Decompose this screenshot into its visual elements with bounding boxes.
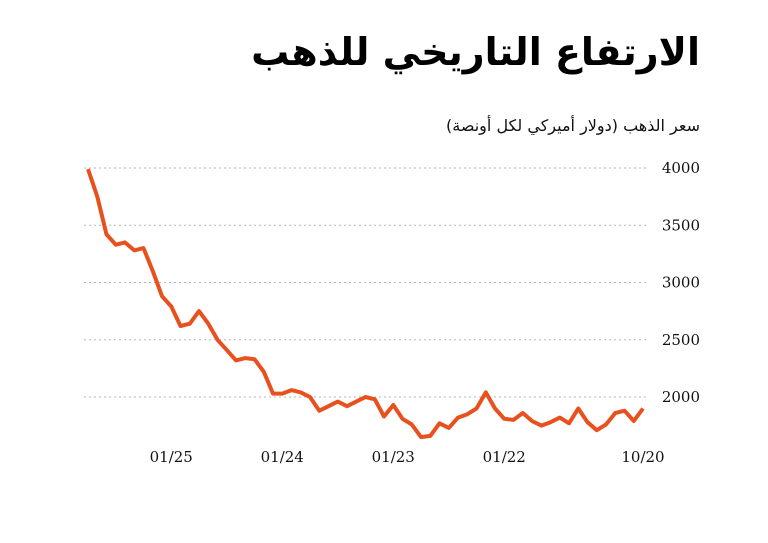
x-tick-label: 01/25 [150,448,193,466]
x-tick-label: 01/22 [483,448,526,466]
y-tick-label: 3500 [662,216,700,234]
y-tick-label: 2500 [662,331,700,349]
chart-subtitle: سعر الذهب (دولار أميركي لكل أونصة) [446,116,700,135]
y-tick-label: 4000 [662,159,700,177]
x-tick-label: 10/20 [621,448,664,466]
x-tick-label: 01/23 [372,448,415,466]
y-tick-label: 2000 [662,388,700,406]
y-tick-label: 3000 [662,274,700,292]
x-tick-label: 01/24 [261,448,304,466]
chart-title: الارتفاع التاريخي للذهب [251,30,700,74]
